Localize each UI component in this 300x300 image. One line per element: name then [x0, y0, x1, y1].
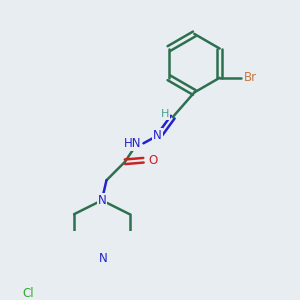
Text: Br: Br: [244, 71, 257, 84]
Text: N: N: [99, 252, 108, 266]
Text: Cl: Cl: [22, 287, 34, 300]
Text: O: O: [148, 154, 157, 167]
Text: HN: HN: [124, 137, 141, 150]
Text: H: H: [161, 109, 169, 119]
Text: N: N: [153, 129, 162, 142]
Text: N: N: [98, 194, 106, 207]
